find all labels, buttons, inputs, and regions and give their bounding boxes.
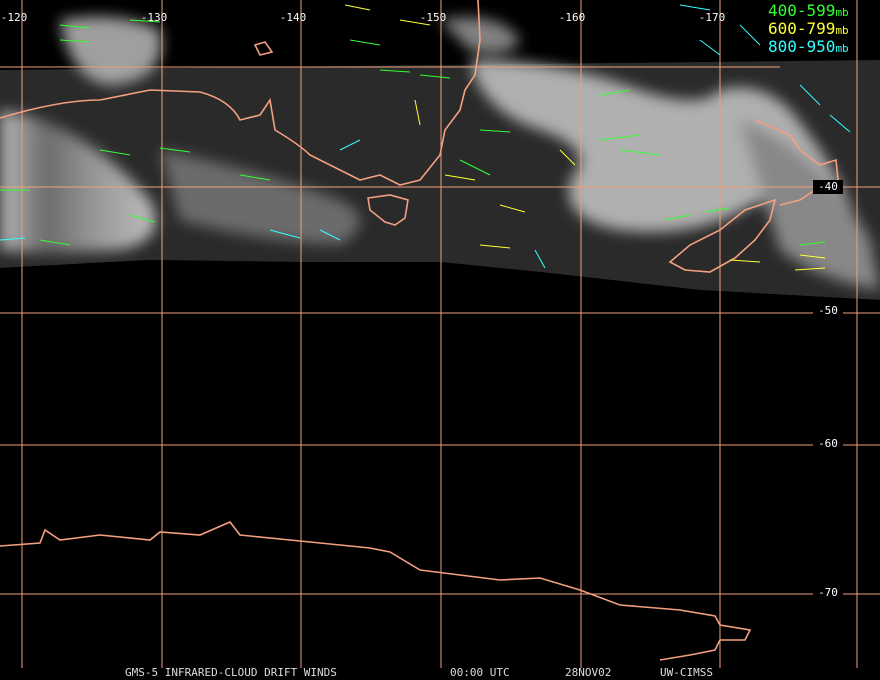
latitude-label-bg — [813, 586, 843, 600]
coastlines — [0, 0, 839, 661]
footer-time: 00:00 UTC — [450, 666, 510, 679]
legend-unit: mb — [835, 42, 848, 55]
legend-range: 800-950 — [768, 37, 835, 56]
labels: -120 -130 -140 -150 -160 -170 -40 -50 -60 -70 400-… — [1, 1, 849, 679]
wind-barbs-600-799 — [344, 4, 826, 271]
longitude-label: -140 — [280, 11, 307, 24]
legend-entry: 400-599mb — [768, 1, 849, 20]
latitude-label-bg — [813, 180, 843, 194]
legend-entry: 800-950mb — [768, 37, 849, 56]
longitude-label: -170 — [699, 11, 726, 24]
latitude-label-bg — [813, 304, 843, 318]
longitude-label: -150 — [420, 11, 447, 24]
footer-source: UW-CIMSS — [660, 666, 713, 679]
footer-date: 28NOV02 — [565, 666, 611, 679]
cloud-imagery — [0, 16, 880, 680]
latitude-label-bg — [813, 437, 843, 451]
longitude-label: -160 — [559, 11, 586, 24]
legend-unit: mb — [835, 6, 848, 19]
legend-entry: 600-799mb — [768, 19, 849, 38]
latitude-label: -60 — [818, 437, 838, 450]
latitude-label: -40 — [818, 180, 838, 193]
longitude-label: -130 — [141, 11, 168, 24]
legend-range: 600-799 — [768, 19, 835, 38]
latitude-label: -70 — [818, 586, 838, 599]
longitude-label: -120 — [1, 11, 28, 24]
legend-range: 400-599 — [768, 1, 835, 20]
legend-unit: mb — [835, 24, 848, 37]
wind-barbs-800-950 — [0, 4, 851, 269]
latitude-label: -50 — [818, 304, 838, 317]
footer-product: GMS-5 INFRARED-CLOUD DRIFT WINDS — [125, 666, 337, 679]
wind-barbs-400-599 — [0, 19, 826, 246]
